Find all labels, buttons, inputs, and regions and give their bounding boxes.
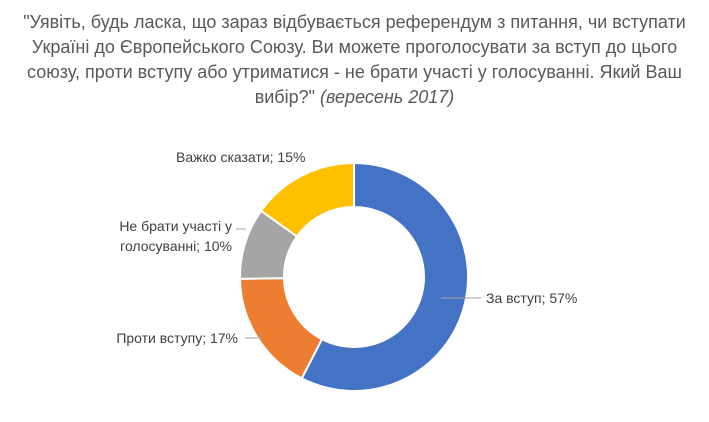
data-label-за-вступ: За вступ; 57% xyxy=(486,290,577,306)
chart-title-text: "Уявіть, будь ласка, що зараз відбуваєть… xyxy=(23,12,686,107)
data-label-проти-вступу: Проти вступу; 17% xyxy=(116,330,238,346)
slice-проти-вступу xyxy=(238,277,324,380)
chart-subtitle: (вересень 2017) xyxy=(320,87,455,107)
chart-title: "Уявіть, будь ласка, що зараз відбуваєть… xyxy=(14,10,695,110)
slice-за-вступ xyxy=(300,161,469,392)
data-label-не-брати-участі-у-голосуванні: Не брати участі у голосуванні; 10% xyxy=(119,218,232,254)
data-label-важко-сказати: Важко сказати; 15% xyxy=(176,149,305,165)
slice-важко-сказати xyxy=(259,161,355,238)
